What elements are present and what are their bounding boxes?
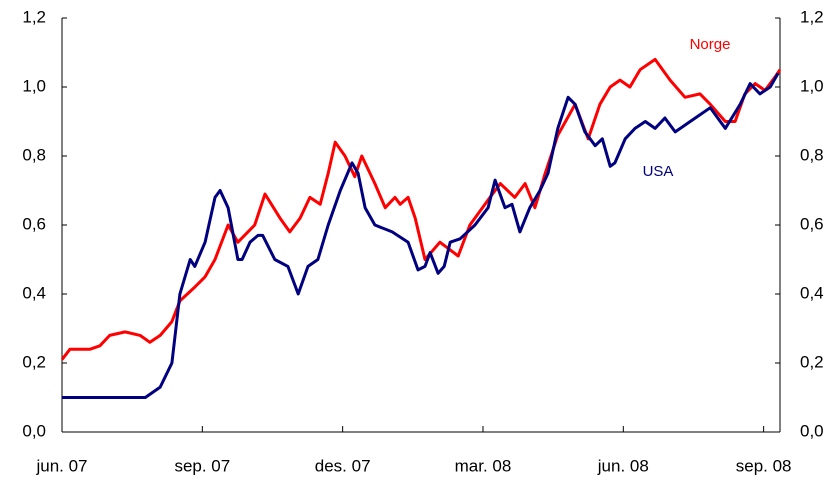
line-series (60, 57, 782, 361)
x-tick-label: jun. 08 (597, 456, 649, 475)
y2-tick-label: 1,0 (800, 76, 824, 95)
y-tick-label: 0,4 (22, 283, 46, 302)
y2-tick-label: 0,4 (800, 283, 824, 302)
y-tick-label: 1,2 (22, 7, 46, 26)
line-series (62, 72, 780, 399)
y2-tick-label: 0,8 (800, 145, 824, 164)
y-tick-label: 0,8 (22, 145, 46, 164)
y2-tick-label: 0,6 (800, 214, 824, 233)
y2-tick-label: 0,2 (800, 352, 824, 371)
x-tick-label: mar. 08 (455, 456, 512, 475)
x-tick-label: sep. 07 (174, 456, 230, 475)
y-tick-label: 0,0 (22, 421, 46, 440)
y-tick-label: 0,6 (22, 214, 46, 233)
y2-tick-label: 1,2 (800, 7, 824, 26)
series-label: Norge (690, 36, 731, 53)
x-tick-label: des. 07 (315, 456, 371, 475)
series-label: USA (643, 163, 674, 180)
x-tick-label: jun. 07 (35, 456, 87, 475)
y-tick-label: 1,0 (22, 76, 46, 95)
y2-tick-label: 0,0 (800, 421, 824, 440)
x-tick-label: sep. 08 (736, 456, 792, 475)
y-tick-label: 0,2 (22, 352, 46, 371)
